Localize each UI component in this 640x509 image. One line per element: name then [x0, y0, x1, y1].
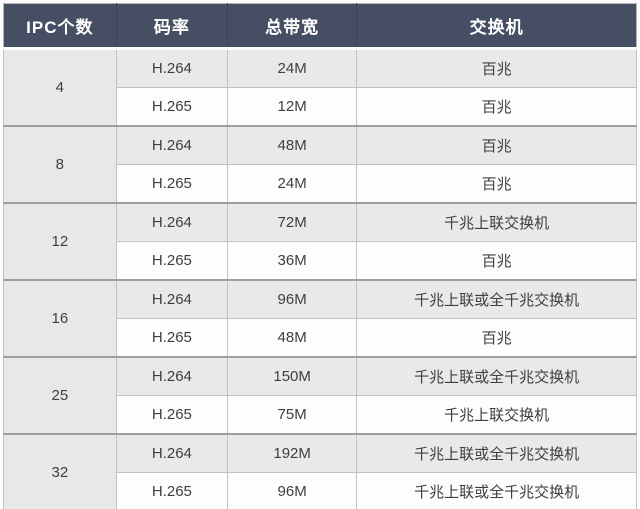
- ipc-count-cell: 16: [3, 279, 117, 358]
- table-row: 4 H.264 24M 百兆: [3, 48, 637, 127]
- bandwidth-cell: 75M: [227, 395, 358, 435]
- bandwidth-cell: 96M: [227, 472, 358, 509]
- switch-cell: 百兆: [356, 87, 637, 127]
- bandwidth-cell: 48M: [227, 318, 358, 358]
- bandwidth-cell: 192M: [227, 433, 358, 473]
- ipc-count-cell: 25: [3, 356, 117, 435]
- ipc-bandwidth-table: IPC个数 码率 总带宽 交换机 4 H.264 24M 百兆 H.265 12…: [3, 3, 637, 509]
- codec-cell: H.265: [115, 472, 229, 509]
- codec-cell: H.264: [115, 356, 229, 396]
- switch-cell: 百兆: [356, 48, 637, 88]
- codec-cell: H.264: [115, 279, 229, 319]
- switch-cell: 千兆上联或全千兆交换机: [356, 356, 637, 396]
- codec-cell: H.265: [115, 87, 229, 127]
- codec-cell: H.264: [115, 202, 229, 242]
- switch-cell: 千兆上联或全千兆交换机: [356, 472, 637, 509]
- table-row: H.265 96M 千兆上联或全千兆交换机: [4, 472, 637, 509]
- codec-cell: H.264: [115, 125, 229, 165]
- ipc-count-cell: 8: [3, 125, 117, 204]
- column-header-bitrate: 码率: [116, 3, 229, 50]
- table-row: H.265 24M 百兆: [4, 164, 637, 204]
- ipc-count-cell: 12: [3, 202, 117, 281]
- table-row: H.265 75M 千兆上联交换机: [4, 395, 637, 435]
- table-row: 16 H.264 96M 千兆上联或全千兆交换机: [3, 279, 637, 358]
- codec-cell: H.265: [115, 318, 229, 358]
- ipc-count-cell: 32: [3, 433, 117, 509]
- switch-cell: 千兆上联或全千兆交换机: [356, 433, 637, 473]
- codec-cell: H.264: [115, 433, 229, 473]
- switch-cell: 千兆上联交换机: [356, 395, 637, 435]
- bandwidth-cell: 24M: [227, 48, 358, 88]
- codec-cell: H.265: [115, 395, 229, 435]
- table-row: 32 H.264 192M 千兆上联或全千兆交换机: [3, 433, 637, 509]
- column-header-ipc-count: IPC个数: [3, 3, 117, 50]
- table-row: 25 H.264 150M 千兆上联或全千兆交换机: [3, 356, 637, 435]
- switch-cell: 百兆: [356, 164, 637, 204]
- switch-cell: 百兆: [356, 241, 637, 281]
- header-row: IPC个数 码率 总带宽 交换机: [3, 3, 637, 50]
- bandwidth-cell: 36M: [227, 241, 358, 281]
- switch-cell: 千兆上联交换机: [356, 202, 637, 242]
- switch-cell: 百兆: [356, 125, 637, 165]
- table-row: H.265 12M 百兆: [4, 87, 637, 127]
- bandwidth-cell: 48M: [227, 125, 358, 165]
- bandwidth-cell: 24M: [227, 164, 358, 204]
- table-row: 8 H.264 48M 百兆: [3, 125, 637, 204]
- ipc-count-cell: 4: [3, 48, 117, 127]
- codec-cell: H.265: [115, 241, 229, 281]
- bandwidth-cell: 72M: [227, 202, 358, 242]
- switch-cell: 千兆上联或全千兆交换机: [356, 279, 637, 319]
- column-header-total-bandwidth: 总带宽: [227, 3, 358, 50]
- codec-cell: H.265: [115, 164, 229, 204]
- codec-cell: H.264: [115, 48, 229, 88]
- switch-cell: 百兆: [356, 318, 637, 358]
- table-row: 12 H.264 72M 千兆上联交换机: [3, 202, 637, 281]
- table-row: H.265 36M 百兆: [4, 241, 637, 281]
- column-header-switch: 交换机: [356, 3, 637, 50]
- bandwidth-cell: 150M: [227, 356, 358, 396]
- bandwidth-cell: 12M: [227, 87, 358, 127]
- bandwidth-cell: 96M: [227, 279, 358, 319]
- table-row: H.265 48M 百兆: [4, 318, 637, 358]
